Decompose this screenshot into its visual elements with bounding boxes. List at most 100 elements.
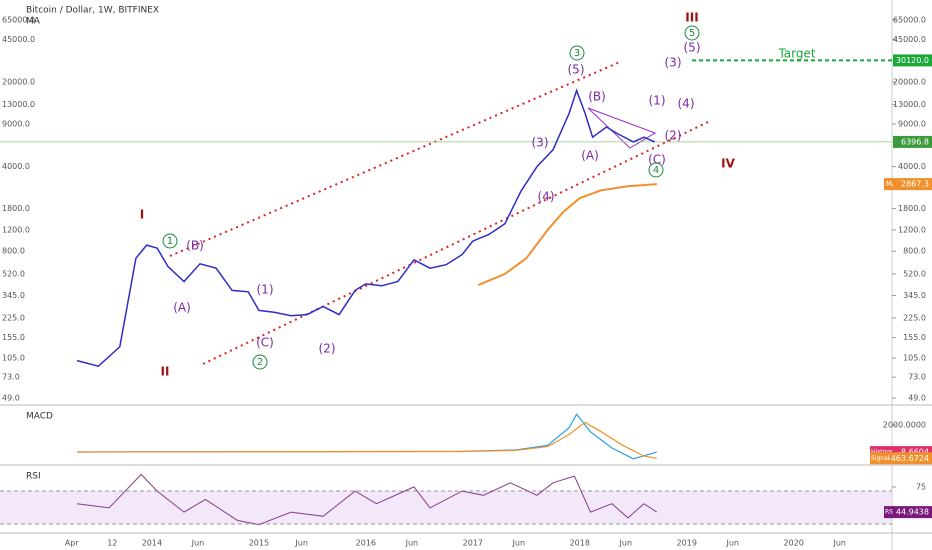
y-tick-label: 2000.0000 [883, 421, 926, 430]
y-tick-label-left: 520.0 [2, 269, 25, 278]
signal-last-tag-bg [893, 452, 932, 465]
y-tick-label: 1200.0 [898, 225, 926, 234]
y-tick-label-left: 9000.0 [2, 119, 30, 128]
wave-label: (5) [568, 63, 585, 77]
wave-label: (1) [649, 94, 666, 108]
y-tick-label-left: 155.0 [2, 333, 25, 342]
target-tag: 30120.0 [896, 56, 929, 65]
y-tick-label: 155.0 [903, 333, 926, 342]
hist-tag: Histogram [871, 449, 902, 456]
y-tick-label: 800.0 [903, 247, 926, 256]
target-tag-bg [893, 54, 932, 67]
x-tick-label: 12 [107, 539, 117, 548]
macd-last-tag: -8.6604 [898, 448, 929, 457]
y-tick-label-left: 1800.0 [2, 204, 30, 213]
wave-circle [162, 233, 178, 249]
trend-line [169, 61, 621, 257]
wave-label: (A) [173, 301, 191, 315]
y-tick-label-left: 49.0 [2, 394, 20, 403]
signal-last-tag: -463.6724 [888, 454, 929, 463]
x-tick-label: 2020 [784, 539, 804, 548]
y-tick-label: 225.0 [903, 313, 926, 322]
wave-label: (C) [256, 336, 274, 350]
y-tick-label-left: 13000.0 [2, 100, 35, 109]
y-tick-label: 1800.0 [898, 204, 926, 213]
ma-label: MA [26, 17, 41, 27]
y-tick-label: 520.0 [903, 269, 926, 278]
x-tick-label: Jun [405, 539, 419, 548]
ma-tag-bg [884, 178, 894, 191]
y-tick-label: 4000.0 [898, 162, 926, 171]
macd-label: MACD [26, 412, 53, 422]
y-tick-label: 20000.0 [893, 77, 926, 86]
signal-tag: Signal [871, 455, 890, 462]
y-tick-label-left: 73.0 [2, 373, 20, 382]
main-title: Bitcoin / Dollar, 1W, BITFINEX [26, 6, 159, 16]
wave-label: (B) [186, 239, 204, 253]
x-tick-label: Jun [191, 539, 205, 548]
wave-label: (2) [665, 129, 682, 143]
price-line [76, 88, 656, 368]
wave-circle [252, 354, 268, 370]
x-tick-label: 2016 [356, 539, 376, 548]
y-tick-label: 45000.0 [893, 35, 926, 44]
wave-label: (4) [538, 190, 555, 204]
x-tick-label: 2019 [677, 539, 697, 548]
x-tick-label: 2014 [142, 539, 162, 548]
x-tick-label: Jun [294, 539, 308, 548]
wave-label: 2 [257, 357, 263, 368]
wave-label: (4) [678, 97, 695, 111]
wave-circle [684, 25, 700, 41]
x-tick-label: Jun [726, 539, 740, 548]
y-tick-label: 9000.0 [898, 119, 926, 128]
wave-label: (1) [257, 283, 274, 297]
last-price-tag: 6396.8 [901, 137, 929, 146]
x-tick-label: Apr [65, 539, 80, 548]
signal-tag-bg [870, 452, 893, 465]
wave-label: (5) [684, 41, 701, 55]
wave-circle [648, 162, 664, 178]
y-tick-label: 75 [916, 482, 926, 491]
rsi-tag: RSI [885, 509, 895, 516]
rsi-tag-bg [884, 506, 894, 519]
wave-label: (3) [532, 136, 549, 150]
macd-line [76, 421, 657, 459]
wave-label: 4 [653, 165, 659, 176]
wave-label: (C) [648, 153, 666, 167]
y-tick-label-left: 1200.0 [2, 225, 30, 234]
last-price-tag-bg [893, 135, 932, 148]
y-tick-label-left: 225.0 [2, 313, 25, 322]
y-tick-label-left: 4000.0 [2, 162, 30, 171]
y-tick-label-left: 65000.0 [2, 15, 35, 24]
y-tick-label: 65000.0 [893, 15, 926, 24]
wave-label: 5 [689, 28, 695, 39]
wave-label: IV [721, 157, 735, 171]
x-tick-label: Jun [512, 539, 526, 548]
wave-circle [569, 45, 585, 61]
ma-last-tag-bg [893, 178, 932, 191]
y-tick-label-left: 105.0 [2, 354, 25, 363]
wave-label: 3 [574, 48, 580, 59]
ma-last-tag: 2867.3 [901, 180, 929, 189]
y-tick-label-left: 345.0 [2, 291, 25, 300]
x-tick-label: Jun [832, 539, 846, 548]
wave-label: (B) [588, 90, 606, 104]
wave-label: I [140, 208, 144, 222]
x-tick-label: 2018 [570, 539, 590, 548]
y-tick-label-left: 800.0 [2, 247, 25, 256]
rsi-last-tag: 44.9438 [896, 508, 929, 517]
y-tick-label: 49.0 [908, 394, 926, 403]
wave-label: (A) [581, 149, 599, 163]
wave-label: Target [777, 47, 815, 61]
rsi-last-tag-bg [893, 506, 932, 519]
rsi-band [0, 491, 892, 524]
ma-tag: MA [886, 180, 897, 188]
rsi-line [76, 473, 658, 526]
x-tick-label: Jun [619, 539, 633, 548]
y-tick-label: 73.0 [908, 373, 926, 382]
y-tick-label: 345.0 [903, 291, 926, 300]
y-tick-label: 105.0 [903, 354, 926, 363]
y-tick-label-left: 45000.0 [2, 35, 35, 44]
